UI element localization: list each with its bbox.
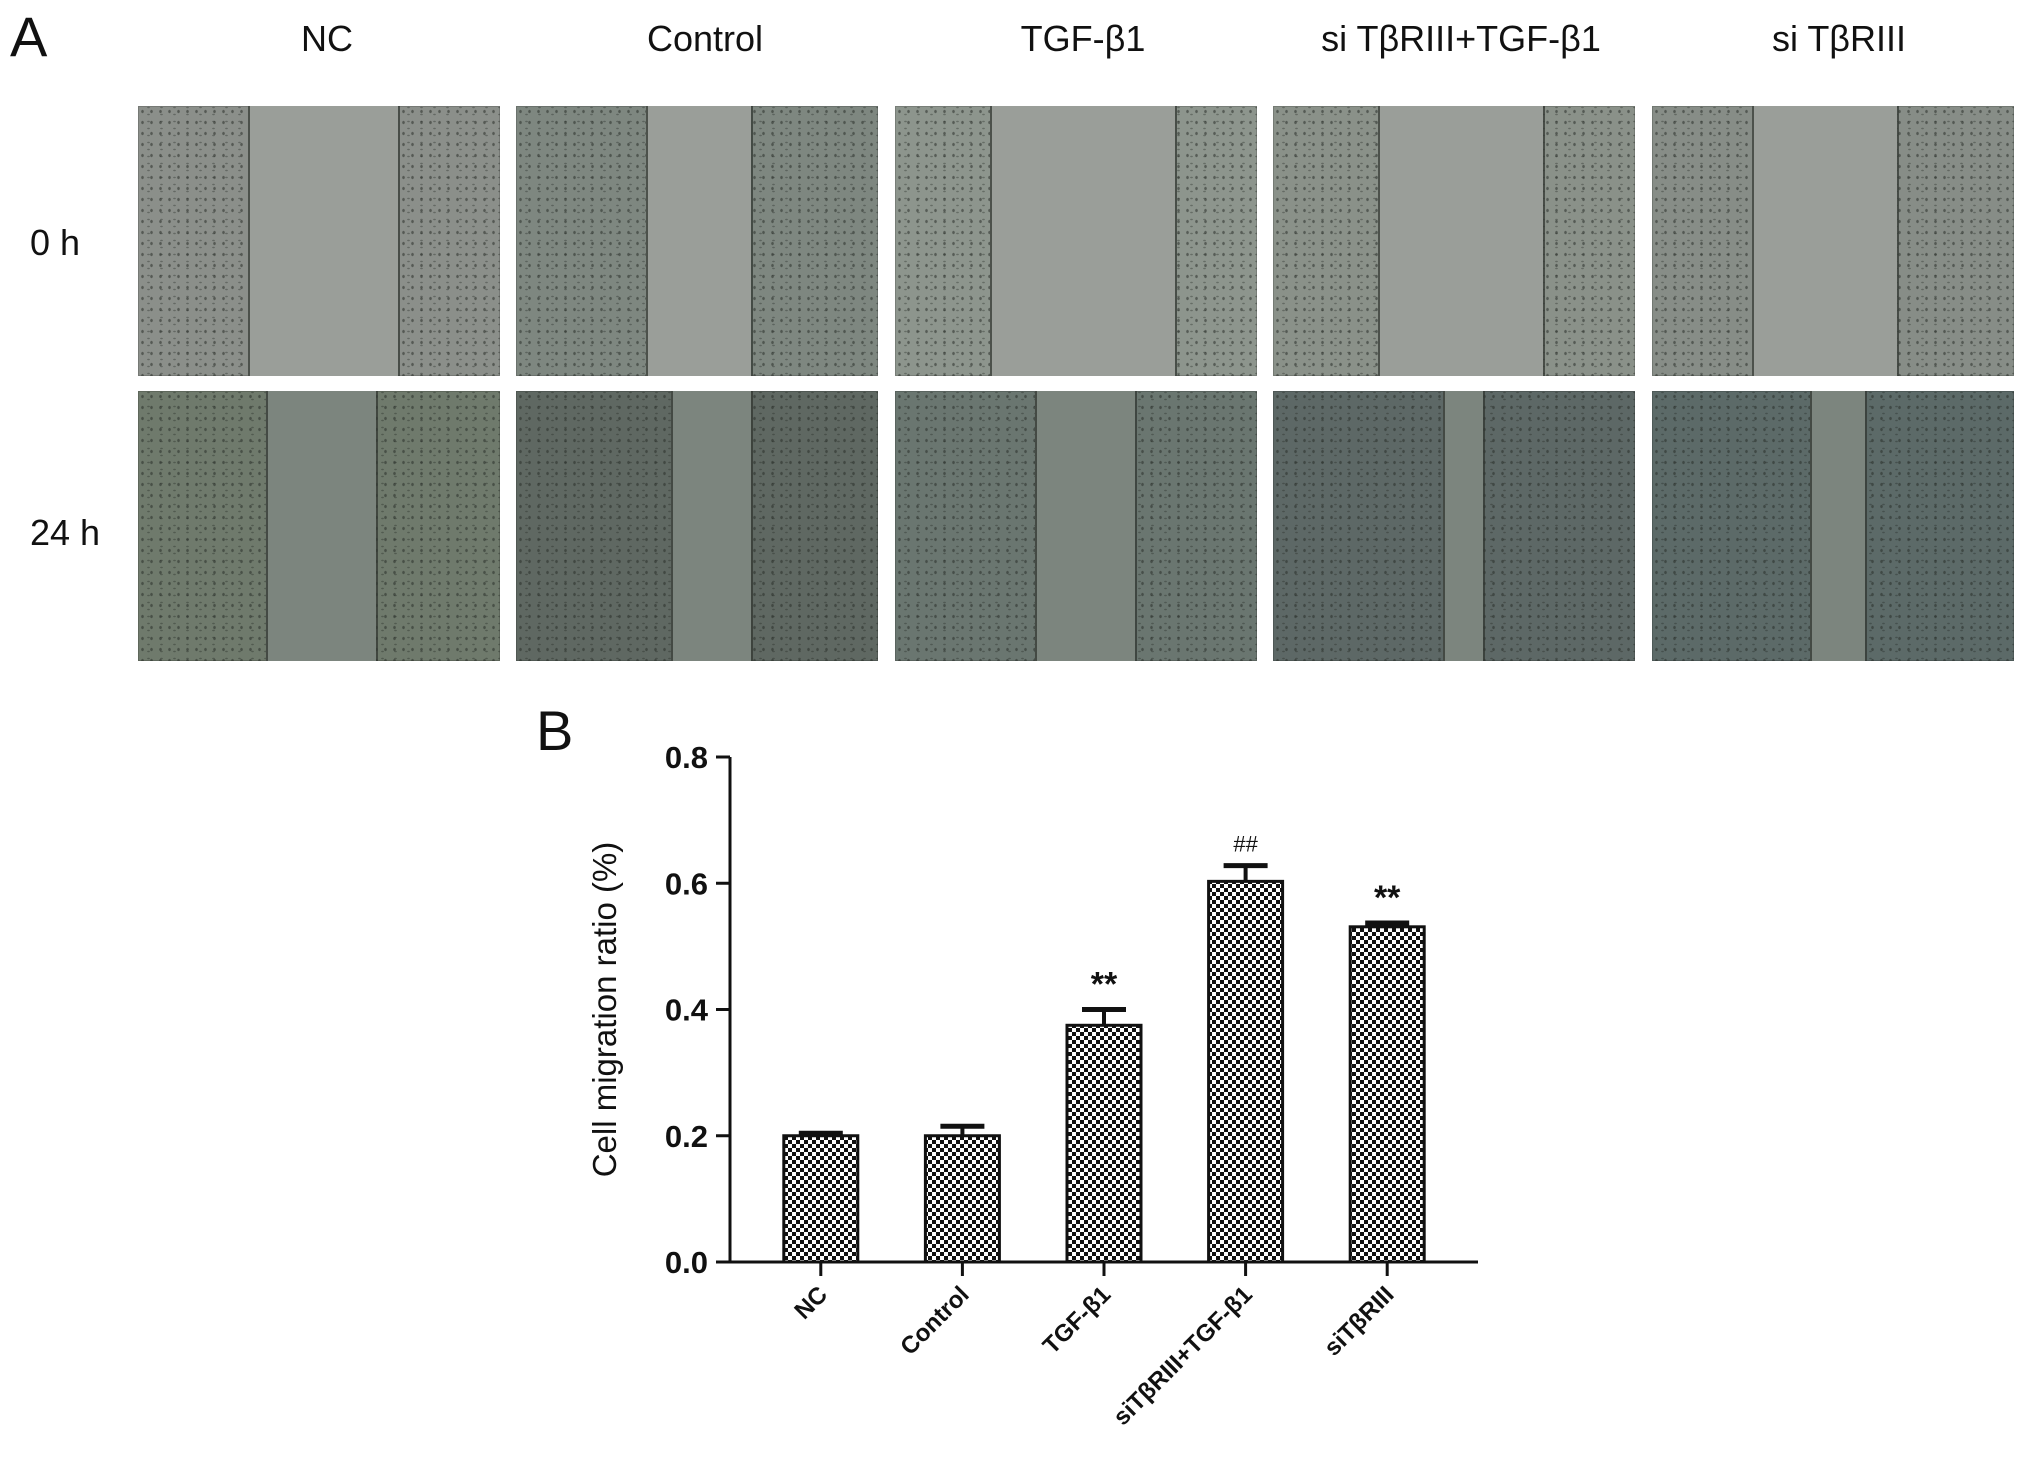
column-header-nc: NC	[301, 18, 353, 59]
y-tick-label: 0.0	[665, 1245, 708, 1280]
scratch-edge	[1865, 391, 1867, 661]
row-label-24h: 24 h	[30, 512, 101, 553]
micrograph-r1-c4	[1652, 391, 2014, 661]
y-tick-label: 0.8	[665, 740, 708, 775]
scratch-gap	[1443, 391, 1483, 661]
x-tick-label-0: NC	[789, 1281, 833, 1325]
scratch-edge	[1443, 391, 1445, 661]
column-header-control: Control	[646, 18, 764, 59]
column-header-si: si TβRIII	[1771, 18, 1907, 59]
scratch-edge	[1378, 106, 1380, 376]
scratch-edge	[1483, 391, 1485, 661]
scratch-gap	[990, 106, 1175, 376]
panel-b-letter: B	[536, 699, 573, 762]
y-axis-label: Cell migration ratio (%)	[586, 842, 623, 1178]
significance-mark-3: ##	[1233, 832, 1258, 857]
scratch-gap	[1378, 106, 1543, 376]
micrograph-r0-c1	[516, 106, 878, 376]
scratch-edge	[1175, 106, 1177, 376]
x-tick-label-1: Control	[895, 1281, 974, 1360]
scratch-edge	[398, 106, 400, 376]
scratch-gap	[1752, 106, 1897, 376]
x-tick-label-4: siTβRIII	[1319, 1281, 1399, 1361]
scratch-edge	[266, 391, 268, 661]
micrograph-r1-c0	[138, 391, 500, 661]
x-tick-label-2: TGF-β1	[1038, 1281, 1116, 1359]
bar-0	[782, 1134, 860, 1264]
scratch-gap	[248, 106, 398, 376]
scratch-edge	[671, 391, 673, 661]
y-tick-label: 0.2	[665, 1119, 708, 1154]
micrograph-r1-c2	[895, 391, 1257, 661]
scratch-edge	[751, 106, 753, 376]
bar-3	[1207, 879, 1285, 1264]
scratch-edge	[990, 106, 992, 376]
micrograph-r1-c3	[1273, 391, 1635, 661]
micrograph-r1-c1	[516, 391, 878, 661]
y-tick-label: 0.6	[665, 866, 708, 901]
column-header-tgf: TGF-β1	[1020, 18, 1146, 59]
scratch-gap	[646, 106, 751, 376]
scratch-edge	[376, 391, 378, 661]
bar-2	[1065, 1023, 1143, 1264]
column-header-si-tgf: si TβRIII+TGF-β1	[1321, 18, 1601, 59]
bar-4	[1348, 925, 1426, 1264]
scratch-edge	[751, 391, 753, 661]
micrograph-r0-c2	[895, 106, 1257, 376]
micrograph-r0-c3	[1273, 106, 1635, 376]
scratch-edge	[1752, 106, 1754, 376]
scratch-edge	[1543, 106, 1545, 376]
scratch-edge	[1810, 391, 1812, 661]
bar-1	[923, 1134, 1001, 1264]
micrograph-r0-c0	[138, 106, 500, 376]
scratch-gap	[266, 391, 376, 661]
scratch-gap	[1810, 391, 1865, 661]
significance-mark-2: **	[1091, 966, 1118, 1004]
scratch-gap	[671, 391, 751, 661]
x-tick-label-3: siTβRIII+TGF-β1	[1108, 1281, 1258, 1431]
row-label-0h: 0 h	[30, 222, 81, 263]
panel-a-letter: A	[10, 5, 48, 68]
scratch-gap	[1035, 391, 1135, 661]
scratch-edge	[1897, 106, 1899, 376]
scratch-edge	[646, 106, 648, 376]
scratch-edge	[248, 106, 250, 376]
micrograph-r0-c4	[1652, 106, 2014, 376]
scratch-edge	[1035, 391, 1037, 661]
significance-mark-4: **	[1374, 879, 1401, 917]
y-tick-label: 0.4	[665, 993, 709, 1028]
scratch-edge	[1135, 391, 1137, 661]
